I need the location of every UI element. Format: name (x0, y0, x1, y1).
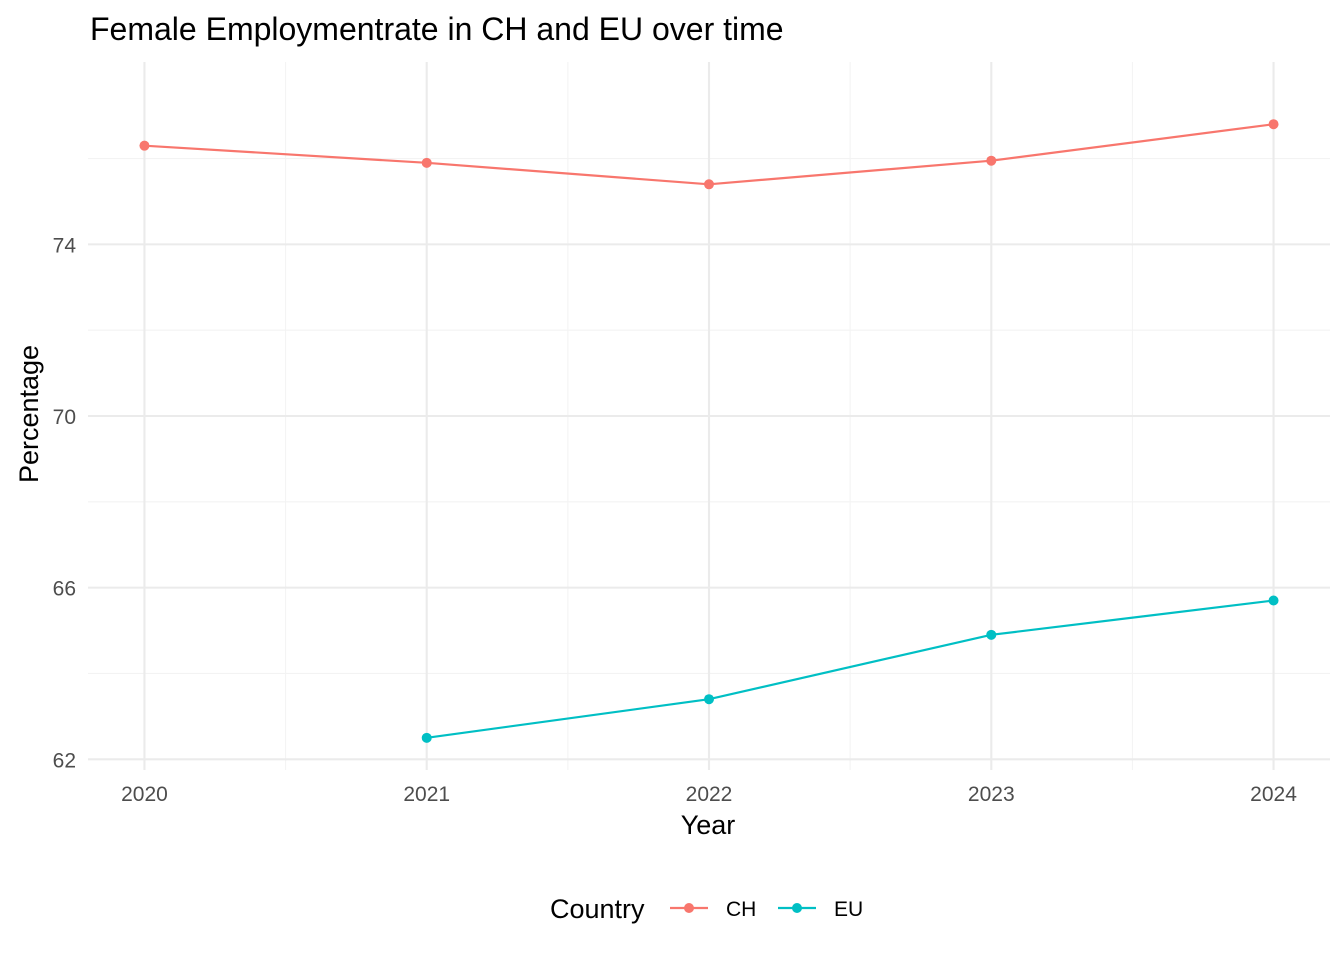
legend-label: EU (834, 898, 863, 921)
x-axis-ticks: 2020 2021 2022 2023 2024 (121, 783, 1297, 806)
data-point-ch (1268, 119, 1279, 130)
data-point-ch (704, 179, 714, 190)
y-axis-ticks: 62 66 70 74 (53, 234, 77, 772)
x-tick-label: 2021 (403, 783, 450, 806)
legend-label: CH (726, 898, 756, 921)
y-axis-title: Percentage (14, 345, 44, 483)
data-point-eu (1268, 595, 1279, 606)
grid (88, 62, 1330, 770)
x-tick-label: 2022 (686, 783, 733, 806)
x-tick-label: 2024 (1250, 783, 1297, 806)
legend: Country CH EU (550, 894, 863, 924)
chart-title: Female Employmentrate in CH and EU over … (90, 11, 784, 47)
legend-title: Country (550, 894, 645, 924)
legend-key-point (792, 903, 802, 913)
data-point-eu (986, 629, 997, 640)
x-tick-label: 2023 (968, 783, 1015, 806)
x-axis-title: Year (681, 810, 736, 840)
legend-key-point (684, 903, 694, 913)
data-point-ch (139, 140, 150, 151)
series-layer (139, 119, 1279, 743)
y-tick-label: 66 (53, 578, 76, 601)
y-tick-label: 74 (53, 234, 77, 257)
y-tick-label: 70 (53, 406, 76, 429)
data-point-ch (421, 157, 432, 168)
y-tick-label: 62 (53, 749, 76, 772)
series-line-eu (426, 599, 1274, 739)
data-point-ch (986, 155, 997, 166)
data-point-eu (421, 732, 432, 743)
data-point-eu (704, 694, 714, 705)
x-tick-label: 2020 (121, 783, 168, 806)
